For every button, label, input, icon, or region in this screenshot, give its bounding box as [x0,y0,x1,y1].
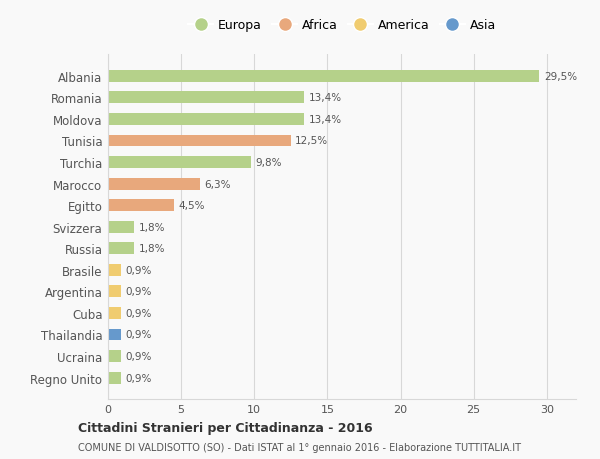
Text: 0,9%: 0,9% [125,308,152,318]
Text: 6,3%: 6,3% [205,179,231,189]
Bar [108,329,121,341]
Text: 0,9%: 0,9% [125,351,152,361]
Text: 0,9%: 0,9% [125,287,152,297]
Text: 4,5%: 4,5% [178,201,205,211]
Bar [108,350,121,362]
Legend: Europa, Africa, America, Asia: Europa, Africa, America, Asia [185,17,499,34]
Bar [108,372,121,384]
Bar [108,243,134,255]
Bar [108,71,539,83]
Bar [108,157,251,168]
Bar [108,264,121,276]
Bar [108,221,134,233]
Bar [108,200,174,212]
Text: 1,8%: 1,8% [139,244,165,254]
Text: 13,4%: 13,4% [308,93,341,103]
Text: 0,9%: 0,9% [125,265,152,275]
Text: 12,5%: 12,5% [295,136,328,146]
Bar [108,308,121,319]
Bar [108,286,121,297]
Text: 0,9%: 0,9% [125,373,152,383]
Text: 9,8%: 9,8% [256,158,282,168]
Bar [108,178,200,190]
Bar [108,135,291,147]
Text: 13,4%: 13,4% [308,115,341,125]
Text: 0,9%: 0,9% [125,330,152,340]
Text: 1,8%: 1,8% [139,222,165,232]
Text: Cittadini Stranieri per Cittadinanza - 2016: Cittadini Stranieri per Cittadinanza - 2… [78,421,373,434]
Bar [108,92,304,104]
Bar [108,114,304,126]
Text: COMUNE DI VALDISOTTO (SO) - Dati ISTAT al 1° gennaio 2016 - Elaborazione TUTTITA: COMUNE DI VALDISOTTO (SO) - Dati ISTAT a… [78,442,521,452]
Text: 29,5%: 29,5% [544,72,577,82]
